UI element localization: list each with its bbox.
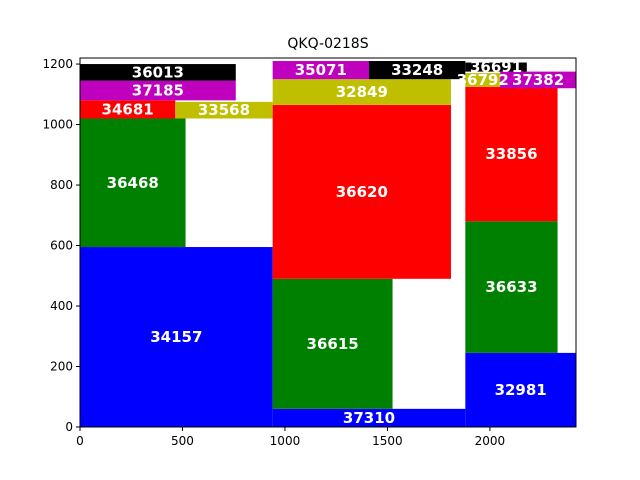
treemap-rect-34681	[80, 100, 176, 119]
x-tick-label: 1500	[372, 434, 403, 448]
rect-value-label: 36792	[457, 71, 509, 89]
rect-value-label: 36691	[470, 58, 522, 76]
treemap-rect-37185	[80, 80, 236, 101]
y-tick-label: 0	[65, 420, 73, 434]
rect-value-label: 33856	[485, 145, 537, 163]
treemap-rect-36620	[272, 104, 451, 279]
rect-value-label: 34681	[102, 100, 154, 118]
rect-value-label: 36615	[307, 335, 359, 353]
x-tick-label: 0	[76, 434, 84, 448]
plot-frame	[79, 57, 577, 428]
rect-value-label: 35071	[295, 61, 347, 79]
treemap-rect-34157	[80, 247, 273, 427]
y-tick-label: 1000	[42, 118, 73, 132]
treemap-rect-32981	[465, 352, 576, 427]
y-tick-label: 400	[50, 299, 73, 313]
treemap-rect-36691	[465, 62, 527, 72]
x-tick-label: 2000	[475, 434, 506, 448]
rect-value-label: 33248	[391, 61, 443, 79]
treemap-rect-36468	[80, 118, 186, 248]
rect-value-label: 36468	[107, 174, 159, 192]
treemap-rect-37310	[272, 408, 466, 427]
rect-value-label: 36013	[132, 63, 184, 81]
treemap-rect-33248	[368, 61, 466, 80]
treemap-rect-33568	[175, 101, 273, 119]
treemap-rect-36013	[80, 64, 236, 81]
chart-title: QKQ-0218S	[287, 36, 368, 52]
rect-value-label: 37382	[512, 71, 564, 89]
rect-value-label: 33568	[198, 101, 250, 119]
y-tick-label: 600	[50, 239, 73, 253]
x-tick-label: 500	[171, 434, 194, 448]
treemap-rect-33856	[465, 86, 558, 222]
rect-value-label: 34157	[150, 328, 202, 346]
rect-value-label: 37185	[132, 82, 184, 100]
y-tick-label: 1200	[42, 57, 73, 71]
y-tick-label: 200	[50, 360, 73, 374]
treemap-rect-37382	[500, 71, 576, 89]
treemap-rect-32849	[272, 79, 451, 105]
rect-value-label: 32849	[336, 83, 388, 101]
x-axis: 0 500 1000 1500 2000	[76, 427, 505, 448]
treemap-rect-36615	[272, 278, 393, 409]
x-tick-label: 1000	[270, 434, 301, 448]
rect-value-label: 36633	[485, 278, 537, 296]
rect-value-label: 36620	[336, 183, 388, 201]
rectangles-layer	[80, 61, 576, 427]
y-tick-label: 800	[50, 178, 73, 192]
treemap-rect-35071	[272, 61, 369, 80]
treemap-rect-36792	[465, 73, 501, 87]
y-axis: 0 200 400 600 800 1000 1200	[42, 57, 80, 434]
treemap-rect-36633	[465, 221, 558, 353]
rect-value-label: 32981	[495, 381, 547, 399]
rect-value-label: 37310	[343, 409, 395, 427]
